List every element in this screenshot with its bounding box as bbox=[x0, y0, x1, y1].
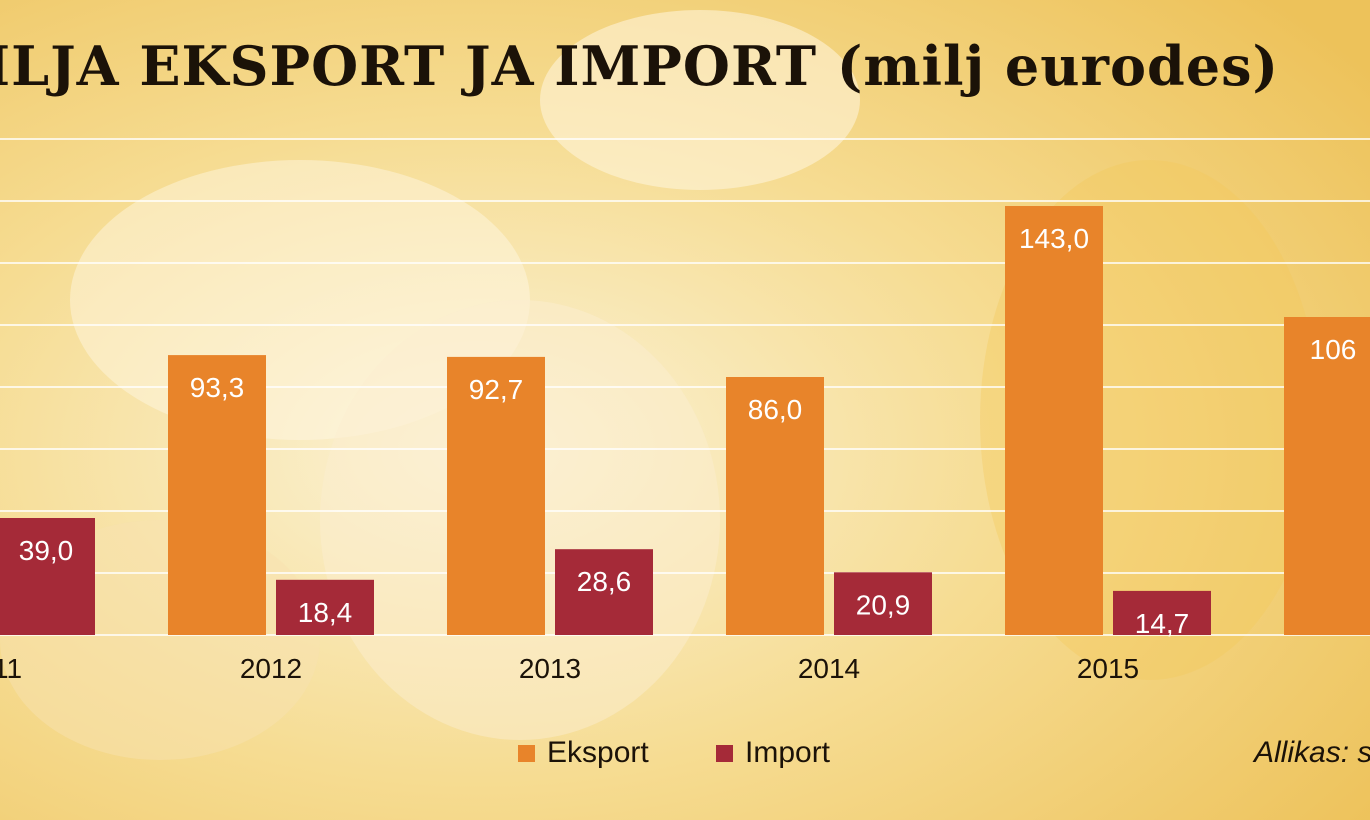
bar-eksport-2016 bbox=[1284, 317, 1370, 635]
x-tick-2015: 2015 bbox=[1077, 653, 1139, 684]
x-tick-2013: 2013 bbox=[519, 653, 581, 684]
legend-label-import: Import bbox=[745, 736, 831, 769]
data-label-import-2014: 20,9 bbox=[856, 589, 911, 620]
data-label-import-2015: 14,7 bbox=[1135, 608, 1190, 639]
bar-eksport-2013 bbox=[447, 356, 545, 635]
bars: 39,0 93,3 18,4 92,7 28,6 86,0 20,9 143,0 14,7 106 bbox=[0, 206, 1370, 639]
bar-import-2014 bbox=[834, 572, 932, 635]
source-note: Allikas: s bbox=[1254, 736, 1370, 769]
data-label-import-2011: 39,0 bbox=[19, 535, 74, 566]
x-tick-2011: 2011 bbox=[0, 653, 22, 684]
legend-item-eksport: Eksport bbox=[518, 736, 649, 770]
legend-label-eksport: Eksport bbox=[547, 736, 649, 769]
data-label-import-2013: 28,6 bbox=[577, 566, 632, 597]
bar-import-2012 bbox=[276, 579, 374, 635]
bar-import-2013 bbox=[555, 549, 653, 635]
chart-title: VILJA EKSPORT JA IMPORT (milj eurodes) bbox=[0, 34, 1280, 98]
legend-swatch-eksport bbox=[518, 744, 535, 762]
data-label-eksport-2013: 92,7 bbox=[469, 374, 524, 405]
x-axis-ticks: 2011 2012 2013 2014 2015 bbox=[0, 653, 1139, 684]
data-label-eksport-2012: 93,3 bbox=[190, 372, 245, 403]
bar-eksport-2012 bbox=[168, 355, 266, 635]
data-label-eksport-2014: 86,0 bbox=[748, 394, 803, 425]
data-label-eksport-2016: 106 bbox=[1310, 334, 1357, 365]
bar-eksport-2014 bbox=[726, 377, 824, 635]
legend-swatch-import bbox=[716, 744, 733, 762]
data-label-import-2012: 18,4 bbox=[298, 597, 353, 628]
x-tick-2012: 2012 bbox=[240, 653, 302, 684]
x-tick-2014: 2014 bbox=[798, 653, 860, 684]
bar-eksport-2015 bbox=[1005, 206, 1103, 635]
data-label-eksport-2015: 143,0 bbox=[1019, 223, 1089, 254]
bar-import-2011 bbox=[0, 518, 95, 635]
legend-item-import: Import bbox=[716, 736, 830, 770]
bar-import-2015 bbox=[1113, 590, 1211, 635]
